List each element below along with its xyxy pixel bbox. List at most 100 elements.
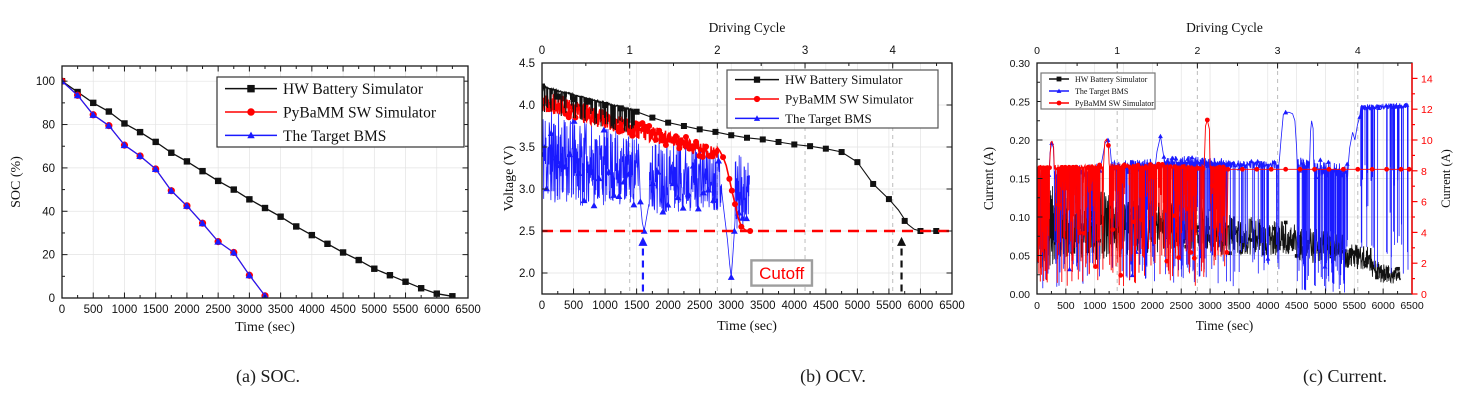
svg-text:1000: 1000 xyxy=(112,304,138,316)
svg-text:1000: 1000 xyxy=(592,300,618,312)
series-layer xyxy=(1037,102,1412,293)
svg-text:0.20: 0.20 xyxy=(1010,135,1031,147)
svg-text:0.25: 0.25 xyxy=(1010,97,1031,109)
svg-text:80: 80 xyxy=(42,120,55,132)
svg-text:0: 0 xyxy=(1421,289,1427,301)
axes: 0 500 1000 1500 2000 2500 3000 3500 4000 4500 5000… xyxy=(1010,45,1433,312)
svg-text:3.0: 3.0 xyxy=(519,184,535,196)
svg-text:3000: 3000 xyxy=(718,300,744,312)
svg-text:1: 1 xyxy=(1114,45,1120,57)
axes: 0 500 1000 1500 2000 2500 3000 3500 4000 4500 5000… xyxy=(519,45,965,312)
svg-text:1500: 1500 xyxy=(624,300,650,312)
svg-text:4000: 4000 xyxy=(299,304,325,316)
svg-text:4.5: 4.5 xyxy=(519,58,535,70)
svg-text:1500: 1500 xyxy=(1112,300,1136,312)
svg-text:6: 6 xyxy=(1421,197,1427,209)
svg-text:14: 14 xyxy=(1421,73,1433,85)
svg-text:0.10: 0.10 xyxy=(1010,212,1031,224)
svg-text:1: 1 xyxy=(626,45,632,57)
svg-text:0: 0 xyxy=(49,293,55,305)
svg-text:6000: 6000 xyxy=(1371,300,1395,312)
series-the-target-bms xyxy=(542,110,750,280)
svg-text:12: 12 xyxy=(1421,104,1433,116)
svg-text:20: 20 xyxy=(42,250,55,262)
svg-text:HW Battery Simulator: HW Battery Simulator xyxy=(1075,75,1148,84)
svg-text:Time (sec): Time (sec) xyxy=(717,319,777,334)
svg-text:4000: 4000 xyxy=(1256,300,1280,312)
svg-text:5500: 5500 xyxy=(876,300,902,312)
svg-text:0.30: 0.30 xyxy=(1010,58,1031,70)
svg-text:Current (A): Current (A) xyxy=(1439,149,1453,208)
svg-text:8: 8 xyxy=(1421,166,1427,178)
svg-text:6000: 6000 xyxy=(908,300,934,312)
svg-text:0.15: 0.15 xyxy=(1010,174,1031,186)
svg-text:2500: 2500 xyxy=(1170,300,1194,312)
svg-text:Time (sec): Time (sec) xyxy=(235,320,295,335)
svg-text:1000: 1000 xyxy=(1083,300,1107,312)
svg-text:2: 2 xyxy=(714,45,720,57)
svg-text:PyBaMM SW Simulator: PyBaMM SW Simulator xyxy=(785,92,914,107)
svg-text:4000: 4000 xyxy=(782,300,808,312)
svg-text:PyBaMM SW Simulator: PyBaMM SW Simulator xyxy=(283,104,437,121)
svg-text:6000: 6000 xyxy=(424,304,450,316)
legend: HW Battery Simulator PyBaMM SW Simulator T… xyxy=(726,69,939,129)
svg-text:0: 0 xyxy=(59,304,65,316)
svg-text:6500: 6500 xyxy=(455,304,481,316)
svg-text:2500: 2500 xyxy=(687,300,713,312)
svg-text:Driving Cycle: Driving Cycle xyxy=(1186,20,1263,35)
svg-text:3: 3 xyxy=(1275,45,1281,57)
svg-text:SOC (%): SOC (%) xyxy=(9,156,24,208)
svg-text:Driving Cycle: Driving Cycle xyxy=(709,20,786,35)
caption-ocv: (b) OCV. xyxy=(800,366,866,386)
svg-text:5000: 5000 xyxy=(1314,300,1338,312)
svg-text:3500: 3500 xyxy=(1227,300,1251,312)
svg-text:HW Battery Simulator: HW Battery Simulator xyxy=(785,72,903,87)
legend: HW Battery Simulator PyBaMM SW Simulator T… xyxy=(216,76,465,148)
svg-text:2000: 2000 xyxy=(1141,300,1165,312)
svg-text:2500: 2500 xyxy=(205,304,231,316)
svg-text:3.5: 3.5 xyxy=(519,142,535,154)
svg-text:1500: 1500 xyxy=(143,304,169,316)
svg-text:4500: 4500 xyxy=(813,300,839,312)
svg-text:60: 60 xyxy=(42,163,55,175)
svg-text:Voltage (V): Voltage (V) xyxy=(502,145,517,211)
svg-text:3000: 3000 xyxy=(237,304,263,316)
svg-text:4500: 4500 xyxy=(1285,300,1309,312)
series-pybamm-sw-simulator xyxy=(1037,117,1412,287)
legend: HW Battery Simulator The Target BMS PyBaMM… xyxy=(1040,72,1156,110)
svg-text:Time (sec): Time (sec) xyxy=(1196,318,1254,333)
svg-text:3: 3 xyxy=(802,45,808,57)
svg-text:4: 4 xyxy=(890,45,897,57)
svg-text:4500: 4500 xyxy=(330,304,356,316)
svg-text:100: 100 xyxy=(36,76,55,88)
svg-text:4.0: 4.0 xyxy=(519,100,535,112)
annotation-box xyxy=(750,259,814,287)
svg-text:500: 500 xyxy=(564,300,583,312)
svg-text:5500: 5500 xyxy=(393,304,419,316)
svg-text:3500: 3500 xyxy=(268,304,294,316)
svg-text:40: 40 xyxy=(42,206,55,218)
svg-text:4: 4 xyxy=(1355,45,1361,57)
svg-text:500: 500 xyxy=(1057,300,1075,312)
svg-text:0: 0 xyxy=(539,300,545,312)
svg-text:4: 4 xyxy=(1421,227,1427,239)
svg-text:5000: 5000 xyxy=(362,304,388,316)
svg-text:6500: 6500 xyxy=(1400,300,1424,312)
series-the-target-bms xyxy=(62,77,269,298)
svg-text:2.5: 2.5 xyxy=(519,226,535,238)
svg-text:2: 2 xyxy=(1194,45,1200,57)
caption-soc: (a) SOC. xyxy=(236,366,300,386)
svg-text:2: 2 xyxy=(1421,258,1427,270)
svg-text:0: 0 xyxy=(539,45,545,57)
svg-text:2.0: 2.0 xyxy=(519,268,535,280)
svg-text:500: 500 xyxy=(84,304,103,316)
svg-text:The Target BMS: The Target BMS xyxy=(1075,87,1128,96)
svg-text:3500: 3500 xyxy=(750,300,776,312)
axes: 0 500 1000 1500 2000 2500 3000 3500 4000 4500 5000… xyxy=(36,66,481,316)
caption-current: (c) Current. xyxy=(1303,366,1387,386)
svg-text:Current (A): Current (A) xyxy=(981,147,996,210)
svg-text:0.05: 0.05 xyxy=(1010,251,1031,263)
chart-current: 0 500 1000 1500 2000 2500 3000 3500 4000 4500 5000… xyxy=(981,20,1453,333)
